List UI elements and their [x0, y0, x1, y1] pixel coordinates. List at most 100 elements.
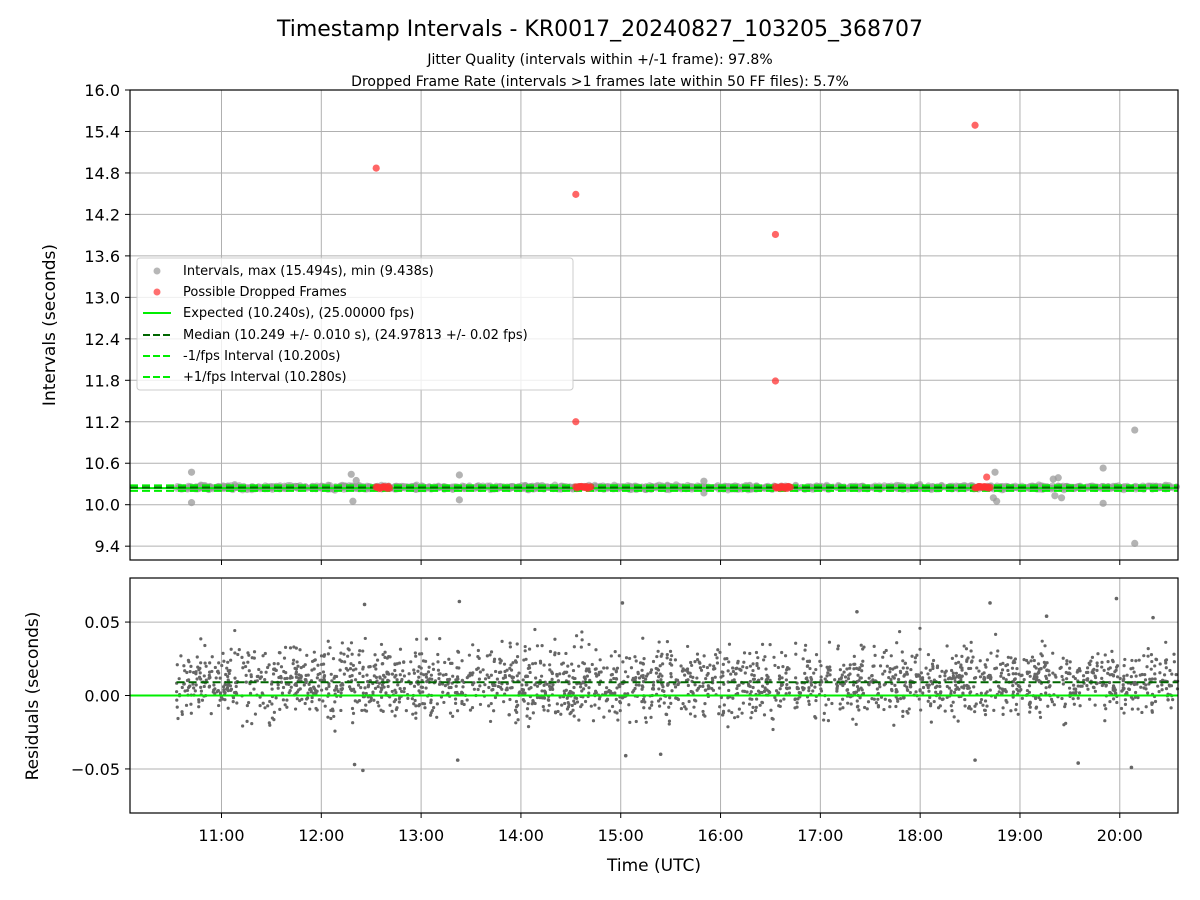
- residual-point: [1164, 640, 1168, 644]
- residual-point: [787, 691, 792, 695]
- interval-outlier-point: [1099, 464, 1107, 472]
- intervals-y-tick-label: 13.0: [84, 288, 120, 307]
- residual-point: [1150, 659, 1154, 664]
- residual-point: [602, 715, 606, 719]
- residual-point: [742, 660, 746, 664]
- residual-point: [489, 701, 493, 706]
- residual-point: [478, 702, 483, 707]
- residual-point: [180, 685, 184, 690]
- residual-points: [175, 596, 1180, 773]
- legend-label-expected: Expected (10.240s), (25.00000 fps): [183, 306, 414, 321]
- residual-point: [550, 670, 554, 674]
- residual-point: [388, 655, 392, 659]
- residual-point: [959, 678, 963, 682]
- x-tick-label: 11:00: [198, 826, 244, 845]
- residual-point: [936, 706, 941, 710]
- residual-point: [354, 667, 358, 671]
- residual-point: [999, 674, 1003, 678]
- residual-point: [689, 674, 693, 679]
- residual-point: [189, 702, 193, 706]
- residual-point: [177, 677, 181, 681]
- residual-point: [727, 709, 731, 713]
- residual-point: [651, 687, 656, 691]
- residual-point: [259, 670, 263, 674]
- residual-point: [695, 652, 700, 656]
- residual-point: [734, 672, 738, 676]
- residual-point: [928, 695, 932, 700]
- residual-point: [1044, 686, 1048, 690]
- residual-point: [642, 657, 646, 661]
- residual-point: [1015, 666, 1019, 671]
- residual-point: [669, 672, 673, 676]
- residual-point: [540, 695, 545, 699]
- residual-point: [890, 688, 894, 693]
- residual-point: [295, 660, 299, 664]
- residual-point: [617, 654, 621, 658]
- residual-point: [978, 659, 982, 663]
- residual-point: [212, 688, 216, 692]
- residual-point: [926, 699, 930, 703]
- residual-point: [1138, 673, 1142, 677]
- residual-point: [587, 642, 591, 647]
- residual-point: [849, 702, 853, 706]
- residual-point: [441, 690, 445, 694]
- residual-point: [244, 664, 248, 669]
- residual-point: [258, 704, 262, 708]
- residual-point: [306, 673, 310, 677]
- intervals-y-tick-label: 11.2: [84, 413, 120, 432]
- residual-point: [1160, 688, 1164, 692]
- residual-point: [925, 683, 929, 687]
- residual-point: [1153, 699, 1158, 704]
- residual-point: [1052, 703, 1056, 707]
- residual-point: [203, 661, 207, 665]
- residual-point: [360, 708, 364, 713]
- residual-point: [261, 701, 265, 705]
- residual-point: [962, 644, 966, 648]
- residual-point: [478, 670, 483, 674]
- residual-point: [888, 667, 892, 671]
- residual-point: [508, 697, 512, 702]
- residual-point: [712, 664, 716, 668]
- legend-label-median: Median (10.249 +/- 0.010 s), (24.97813 +…: [183, 328, 528, 343]
- residual-point: [943, 709, 947, 713]
- residual-point: [716, 648, 720, 652]
- residual-point: [698, 666, 703, 670]
- residual-point: [641, 685, 645, 689]
- residual-point: [1164, 661, 1168, 665]
- residual-point: [1140, 710, 1144, 715]
- residual-point: [784, 678, 788, 682]
- residual-point: [561, 661, 565, 665]
- residual-point: [196, 665, 200, 669]
- residual-point: [264, 670, 268, 674]
- residual-point: [881, 672, 885, 676]
- residual-point: [587, 670, 592, 674]
- residual-point: [795, 685, 799, 689]
- residual-point: [367, 700, 371, 704]
- residual-point: [851, 683, 856, 687]
- residual-point: [247, 669, 251, 673]
- residual-point: [481, 668, 485, 672]
- residual-point: [276, 686, 280, 690]
- residual-point: [842, 663, 846, 667]
- residual-point: [751, 662, 755, 666]
- residual-point: [427, 665, 431, 669]
- residual-point: [944, 669, 948, 673]
- residual-point: [950, 656, 954, 660]
- residual-point: [889, 654, 893, 658]
- residual-point: [1000, 668, 1005, 672]
- residual-point: [566, 700, 570, 705]
- residual-point: [1034, 666, 1038, 670]
- residual-point: [322, 674, 327, 678]
- residual-point: [455, 709, 460, 713]
- residual-point: [573, 701, 577, 706]
- residual-point: [331, 657, 336, 661]
- residual-point: [1011, 684, 1015, 688]
- residual-point: [931, 658, 936, 663]
- residual-point: [692, 705, 696, 709]
- residual-point: [1074, 687, 1078, 691]
- residual-point: [379, 695, 384, 699]
- residual-point: [688, 712, 693, 716]
- residual-point: [699, 668, 704, 672]
- residual-point: [1100, 683, 1104, 688]
- residual-point: [929, 679, 933, 683]
